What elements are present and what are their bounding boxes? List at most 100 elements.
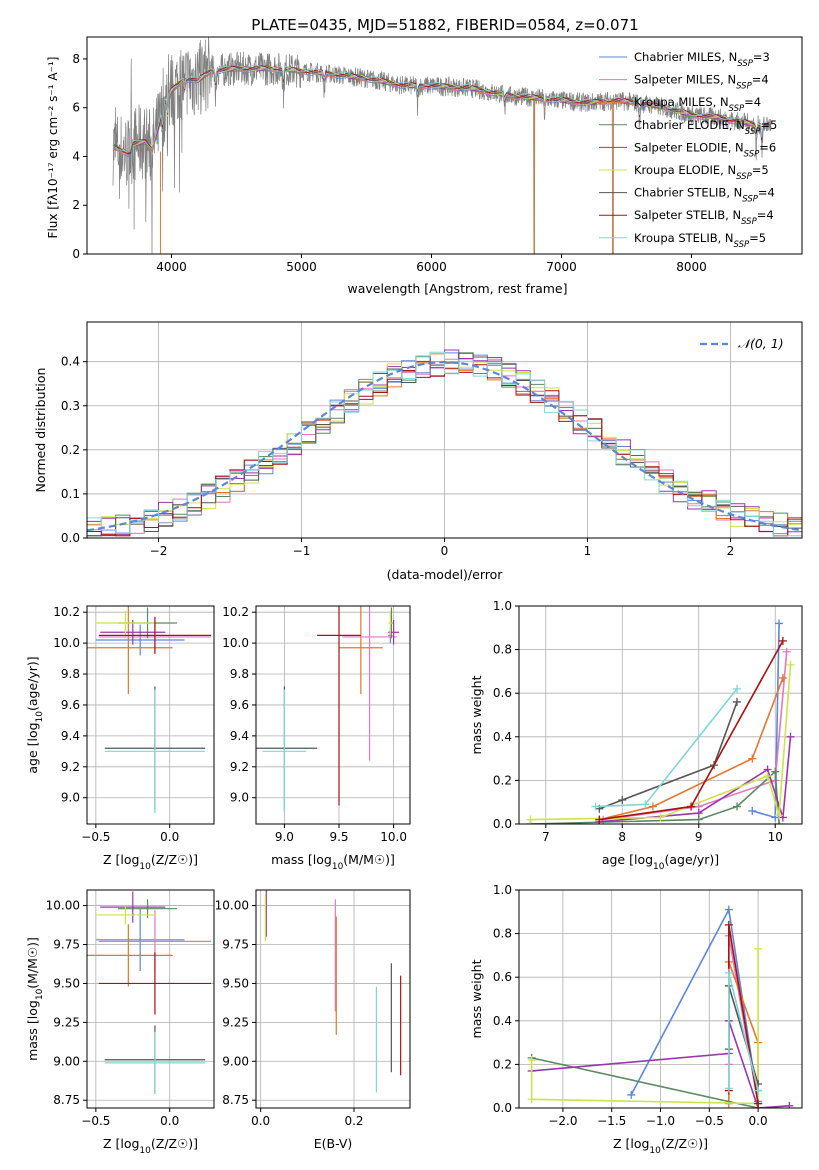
label-part: log — [25, 1000, 40, 1019]
legend-label-tail: =4 — [744, 95, 761, 109]
x-axis-label: mass [log10(M/M☉)] — [271, 852, 395, 872]
x-tick-label: −0.5 — [81, 830, 110, 844]
plot-area-weight_vs_Z — [527, 905, 794, 1108]
x-tick-label: 2 — [727, 544, 735, 558]
weight-marker-salpeter_miles — [782, 647, 791, 656]
label-part: ⁻¹ — [46, 61, 60, 72]
plot-area-residuals — [87, 349, 802, 537]
y-tick-label: 9.50 — [222, 976, 249, 990]
plot-area-age_vs_mass — [256, 606, 400, 814]
x-tick-label: 5000 — [286, 260, 317, 274]
y-tick-label: 8 — [72, 52, 80, 66]
label-part: ⁻² — [46, 105, 60, 116]
y-tick-label: 0.2 — [493, 1057, 512, 1071]
y-tick-label: 9.50 — [53, 976, 80, 990]
label-part: 10 — [35, 711, 45, 723]
x-tick-label: 0 — [441, 544, 449, 558]
plot-area-spectrum — [112, 37, 772, 254]
y-tick-label: 0.6 — [493, 686, 512, 700]
y-tick-label: 1.0 — [493, 599, 512, 613]
x-tick-label: 0.2 — [344, 1114, 363, 1128]
legend-label-sub: SSP — [741, 217, 757, 227]
panel-age_vs_mass: 9.0 9.5 10.0 9.0 9.2 9.4 9.6 9.8 10.0 10.2 mass [l… — [222, 605, 411, 872]
weight-marker-kroupa_stelib — [754, 1086, 763, 1095]
weight-marker-salpeter_stelib — [754, 1099, 763, 1108]
legend-label-tail: =5 — [749, 231, 766, 245]
label-part: log — [313, 852, 332, 867]
legend-label-sub: SSP — [736, 82, 752, 92]
y-tick-label: 9.8 — [61, 667, 80, 681]
weight-marker-kroupa_elodie — [786, 660, 795, 669]
y-tick-label: 0.4 — [61, 355, 80, 369]
weight-marker-chabrier_elodie — [771, 767, 780, 776]
axes-frame — [255, 889, 411, 1109]
y-tick-label: 9.4 — [61, 729, 80, 743]
y-tick-label: 0.8 — [493, 927, 512, 941]
label-part: 10 — [653, 862, 665, 872]
y-tick-label: 8.75 — [53, 1093, 80, 1107]
label-part: (M/M☉)] — [343, 852, 395, 867]
weight-marker-kroupa_elodie — [527, 1095, 536, 1104]
x-axis-label: Z [log10(Z/Z☉)] — [103, 852, 198, 872]
y-tick-label: 0.3 — [61, 399, 80, 413]
histogram-kroupa_stelib — [87, 351, 802, 537]
y-axis-label: Flux [fλ10⁻¹⁷ erg cm⁻² s⁻¹ A⁻¹] — [46, 57, 60, 239]
weight-marker-kroupa_miles — [748, 754, 757, 763]
y-tick-label: 8.75 — [222, 1093, 249, 1107]
legend-label-sub: SSP — [745, 127, 761, 137]
weight-marker-salpeter_elodie — [694, 809, 703, 818]
y-tick-label: 0.8 — [493, 643, 512, 657]
legend-label-tail: =3 — [753, 50, 770, 64]
x-axis-label: Z [log10(Z/Z☉)] — [103, 1136, 198, 1156]
y-tick-label: 9.2 — [230, 760, 249, 774]
x-tick-label: 10 — [768, 830, 783, 844]
y-tick-label: 10.2 — [222, 605, 249, 619]
legend-label-tail: =4 — [757, 208, 774, 222]
panel-spectrum: 4000 5000 6000 7000 8000 0 2 4 6 8 Chabrier MILES,… — [46, 36, 803, 296]
y-axis-label: age [log10(age/yr)] — [25, 656, 45, 773]
plot-area-mass_vs_Z — [87, 891, 212, 1094]
label-part: E(B-V) — [314, 1136, 353, 1151]
axes-frame — [86, 889, 215, 1109]
weight-marker-salpeter_elodie — [786, 732, 795, 741]
legend-label-sub: SSP — [744, 149, 760, 159]
legend-label-salpeter_stelib: Salpeter STELIB, NSSP=4 — [634, 208, 774, 227]
weight-marker-chabrier_miles — [627, 1090, 636, 1099]
legend-label-main: Kroupa ELODIE, N — [634, 163, 736, 177]
label-part: Z [ — [613, 1136, 630, 1151]
legend-label-main: Salpeter STELIB, N — [634, 208, 741, 222]
label-part: (age/yr)] — [25, 656, 40, 711]
legend-label-main: Kroupa STELIB, N — [634, 231, 734, 245]
weight-marker-chabrier_stelib — [732, 697, 741, 706]
x-tick-label: −0.5 — [695, 1114, 724, 1128]
label-part: 10 — [332, 862, 344, 872]
label-part: ] — [46, 57, 60, 62]
legend-label-chabrier_elodie: Chabrier ELODIE, NSSP=5 — [634, 118, 777, 137]
x-tick-label: 9.5 — [329, 830, 348, 844]
label-part: age [ — [602, 852, 634, 867]
legend-label-salpeter_elodie: Salpeter ELODIE, NSSP=6 — [634, 140, 776, 159]
residuals-legend: 𝒩(0, 1) — [700, 336, 784, 351]
y-tick-label: 0.0 — [493, 1101, 512, 1115]
legend-label-sub: SSP — [742, 195, 758, 205]
y-tick-label: 0.2 — [493, 773, 512, 787]
label-part: 10 — [35, 988, 45, 1000]
weight-marker-chabrier_miles — [748, 806, 757, 815]
x-tick-label: 0.0 — [160, 1114, 179, 1128]
y-tick-label: 9.00 — [222, 1054, 249, 1068]
panel-mass_vs_ebv: 0.0 0.2 8.75 9.00 9.25 9.50 9.75 10.00 E(B-V) — [215, 889, 411, 1151]
legend-label-main: Chabrier MILES, N — [634, 50, 737, 64]
legend-label-tail: =4 — [758, 186, 775, 200]
weight-marker-kroupa_elodie — [763, 772, 772, 781]
y-tick-label: 9.25 — [53, 1015, 80, 1029]
legend-label-kroupa_stelib: Kroupa STELIB, NSSP=5 — [634, 231, 766, 250]
panel-residuals: −2 −1 0 1 2 0.0 0.1 0.2 0.3 0.4 𝒩(0, 1) (data-model… — [33, 321, 803, 582]
label-part: Z [ — [103, 1136, 120, 1151]
x-tick-label: −1 — [293, 544, 311, 558]
legend-label-sub: SSP — [736, 172, 752, 182]
label-part: mass [ — [271, 852, 313, 867]
x-tick-label: 8000 — [676, 260, 707, 274]
label-part: A — [46, 72, 60, 85]
